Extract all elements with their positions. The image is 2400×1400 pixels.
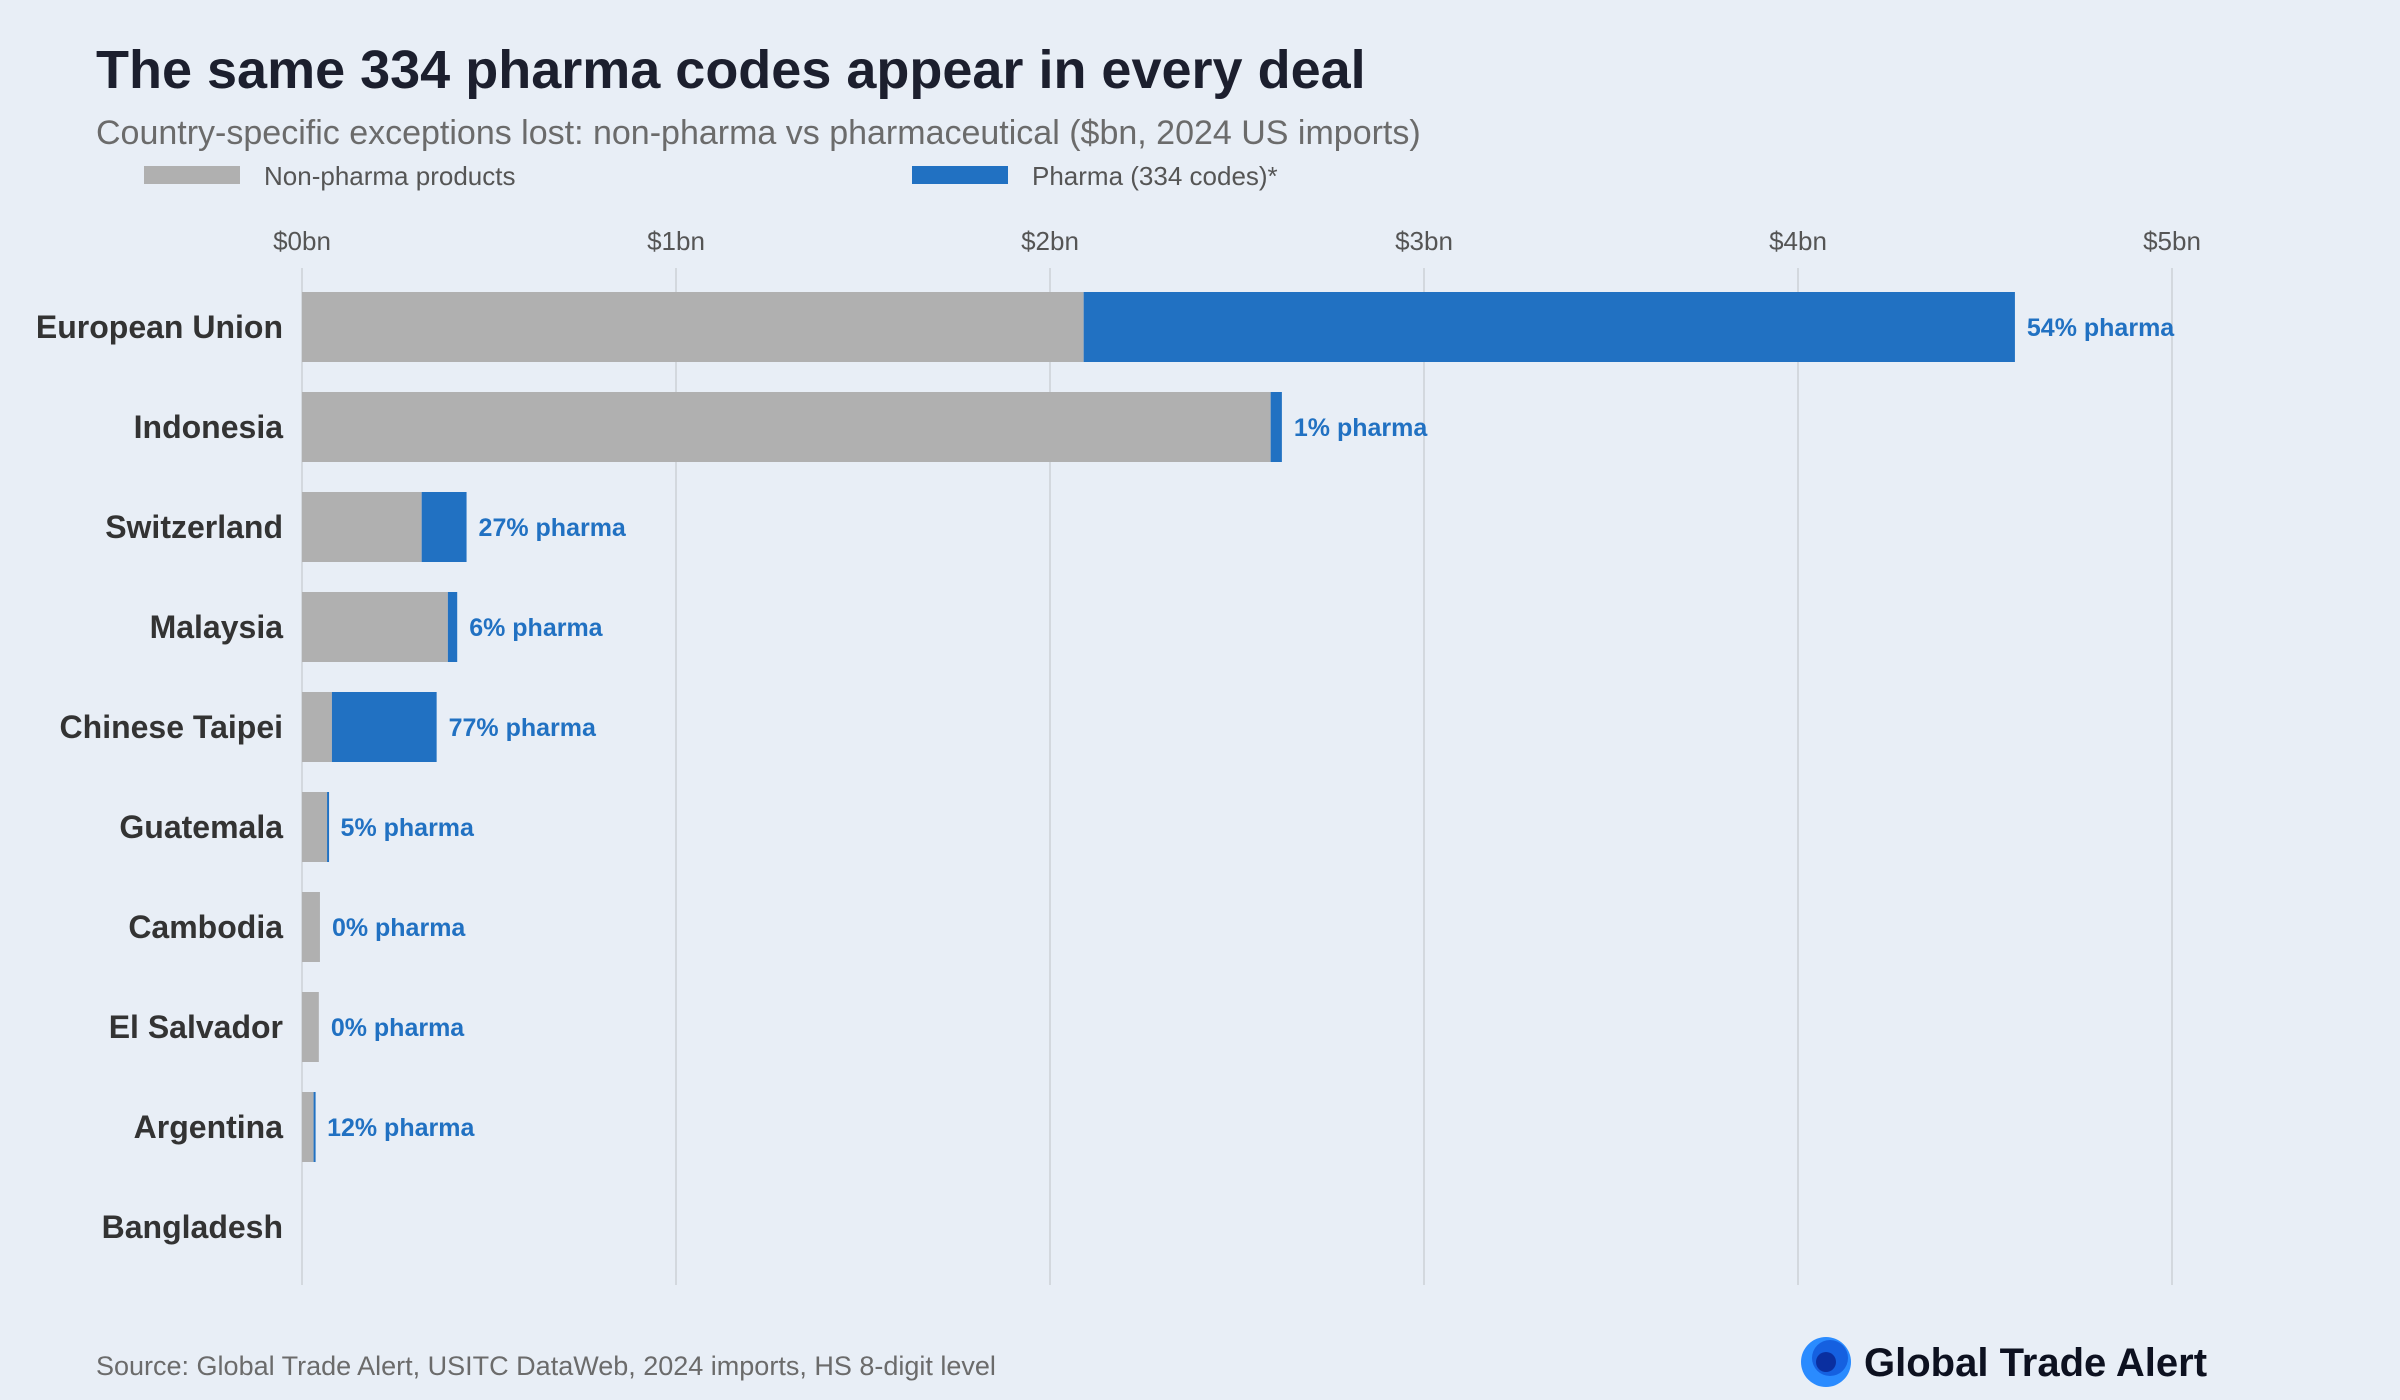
logo-text: Global Trade Alert (1864, 1341, 2207, 1385)
category-label: European Union (36, 309, 283, 345)
bar-non-pharma (302, 892, 320, 962)
category-label: Cambodia (128, 909, 283, 945)
x-tick-label: $3bn (1395, 226, 1453, 256)
legend-label-pharma: Pharma (334 codes)* (1032, 161, 1278, 191)
category-label: Argentina (134, 1109, 284, 1145)
bar-pharma (1083, 292, 2015, 362)
category-label: El Salvador (109, 1009, 283, 1045)
x-tick-label: $2bn (1021, 226, 1079, 256)
data-label: 27% pharma (479, 514, 627, 542)
bar-non-pharma (302, 592, 448, 662)
category-label: Indonesia (134, 409, 284, 445)
data-label: 1% pharma (1294, 414, 1428, 442)
bar-non-pharma (302, 1092, 314, 1162)
x-tick-label: $0bn (273, 226, 331, 256)
data-label: 12% pharma (327, 1114, 475, 1142)
bar-non-pharma (302, 392, 1271, 462)
bar-non-pharma (302, 492, 422, 562)
chart-subtitle: Country-specific exceptions lost: non-ph… (96, 114, 1421, 152)
bar-pharma (313, 1092, 316, 1162)
bar-non-pharma (302, 992, 319, 1062)
x-tick-label: $5bn (2143, 226, 2201, 256)
chart-title: The same 334 pharma codes appear in ever… (96, 40, 1366, 100)
category-label: Malaysia (150, 609, 284, 645)
category-label: Guatemala (119, 809, 283, 845)
legend: Non-pharma products Pharma (334 codes)* (144, 161, 1278, 191)
bar-non-pharma (302, 792, 328, 862)
source-note: Source: Global Trade Alert, USITC DataWe… (96, 1351, 996, 1381)
legend-swatch-non-pharma (144, 166, 240, 184)
data-label: 54% pharma (2027, 314, 2175, 342)
bar-pharma (327, 792, 330, 862)
x-tick-label: $4bn (1769, 226, 1827, 256)
data-label: 0% pharma (332, 914, 466, 942)
x-tick-label: $1bn (647, 226, 705, 256)
logo: Global Trade Alert (1801, 1337, 2207, 1387)
legend-swatch-pharma (912, 166, 1008, 184)
category-label: Switzerland (105, 509, 283, 545)
category-label: Chinese Taipei (60, 709, 283, 745)
globe-logo-icon (1801, 1337, 1851, 1387)
bar-non-pharma (302, 292, 1084, 362)
bar-pharma (421, 492, 467, 562)
bar-non-pharma (302, 692, 332, 762)
bar-pharma (447, 592, 458, 662)
data-label: 77% pharma (449, 714, 597, 742)
legend-label-non-pharma: Non-pharma products (264, 161, 515, 191)
category-label: Bangladesh (102, 1209, 283, 1245)
data-label: 0% pharma (331, 1014, 465, 1042)
data-label: 5% pharma (341, 814, 475, 842)
data-label: 6% pharma (469, 614, 603, 642)
bar-pharma (1270, 392, 1282, 462)
bar-pharma (331, 692, 437, 762)
